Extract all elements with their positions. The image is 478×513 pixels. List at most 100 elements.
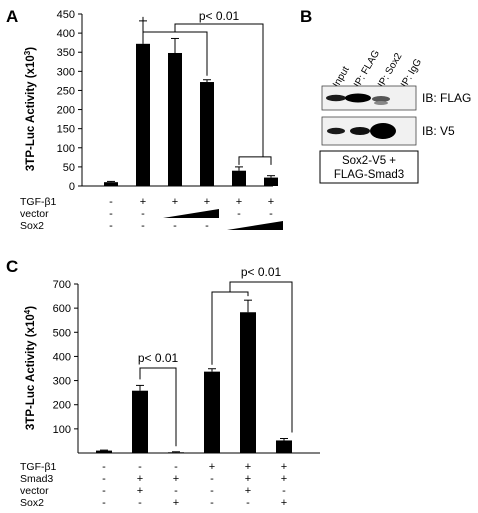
band-flag-ip-flag <box>345 93 371 103</box>
band-v5-input <box>327 127 345 135</box>
chart-c-condition-cell: - <box>282 485 286 497</box>
chart-a-bar-3 <box>168 52 182 187</box>
transfection-line-1: Sox2-V5 + <box>342 155 396 167</box>
chart-c-significance-1-label: p< 0.01 <box>138 351 179 365</box>
chart-c-condition-label: TGF-β1 <box>20 461 57 473</box>
chart-a-ytick-label: 450 <box>57 9 75 21</box>
chart-c-ytick-label: 300 <box>53 376 71 388</box>
chart-a: 3TP-Luc Activity (x103) 0 50 100 150 200 250 3… <box>20 9 283 232</box>
chart-c-ylabel: 3TP-Luc Activity (x104) <box>23 306 37 430</box>
lane-label-ip-igg: IP: IgG <box>399 57 424 90</box>
chart-a-condition-label: TGF-β1 <box>20 196 57 208</box>
chart-a-condition-label: Sox2 <box>20 220 44 232</box>
chart-c-condition-label: vector <box>20 485 49 497</box>
chart-a-bar-5 <box>232 170 246 186</box>
chart-c-bar-3 <box>168 452 184 453</box>
band-flag-ip-sox2 <box>372 96 390 102</box>
chart-a-significance: p< 0.01 <box>142 9 272 165</box>
chart-c-condition-cell: + <box>245 485 251 497</box>
chart-a-bar-1 <box>104 182 118 186</box>
chart-c-condition-cell: - <box>246 497 250 509</box>
chart-a-ylabel: 3TP-Luc Activity (x103) <box>23 47 37 171</box>
band-flag-ip-sox2-lower <box>374 101 388 105</box>
chart-c-condition-cell: - <box>174 485 178 497</box>
chart-c-condition-label: Smad3 <box>20 473 53 485</box>
chart-a-condition-cell: + <box>236 196 242 208</box>
panel-letter-b: B <box>300 7 312 26</box>
panel-letter-a: A <box>6 7 18 26</box>
chart-c-condition-cell: - <box>210 485 214 497</box>
chart-a-ytick-label: 350 <box>57 47 75 59</box>
chart-c-ytick-label: 200 <box>53 400 71 412</box>
chart-c-significance-2: p< 0.01 <box>211 265 293 433</box>
chart-c-condition-cell: - <box>102 485 106 497</box>
chart-a-condition-cell: - <box>237 208 241 220</box>
chart-c-condition-cell: - <box>210 497 214 509</box>
chart-a-condition-cell: - <box>141 220 145 232</box>
chart-c-condition-cell: - <box>174 461 178 473</box>
chart-c-condition-cell: + <box>137 485 143 497</box>
chart-c-condition-cell: + <box>281 461 287 473</box>
chart-c-condition-cell: - <box>210 473 214 485</box>
chart-a-condition-cell: - <box>269 208 273 220</box>
chart-a-ytick-label: 150 <box>57 124 75 136</box>
chart-a-condition-cell: - <box>109 220 113 232</box>
chart-c-condition-cell: - <box>102 473 106 485</box>
chart-c-condition-cell: + <box>281 473 287 485</box>
chart-a-condition-cell: - <box>109 208 113 220</box>
western-blot-panel: Input IP: FLAG IP: Sox2 IP: IgG IB: FLAG… <box>319 48 471 184</box>
blot-flag-label: IB: FLAG <box>422 91 471 105</box>
chart-a-dose-ramp-Sox2 <box>227 221 283 230</box>
chart-a-ytick-label: 100 <box>57 143 75 155</box>
chart-c-significance-1: p< 0.01 <box>138 351 179 447</box>
panel-letter-c: C <box>6 257 18 276</box>
chart-c-condition-cell: + <box>245 461 251 473</box>
chart-c-ytick-label: 700 <box>53 279 71 291</box>
chart-a-bar-2 <box>136 43 150 187</box>
chart-a-condition-cell: - <box>109 196 113 208</box>
chart-c-condition-cell: + <box>173 473 179 485</box>
chart-a-ytick-label: 50 <box>63 162 75 174</box>
chart-c-condition-cell: + <box>209 461 215 473</box>
chart-c-condition-cell: + <box>281 497 287 509</box>
chart-a-ytick-label: 400 <box>57 28 75 40</box>
transfection-box <box>319 150 419 184</box>
chart-c: 3TP-Luc Activity (x104) 100 200 300 400 500 6… <box>20 265 320 509</box>
chart-c-condition-cell: + <box>245 473 251 485</box>
chart-c-condition-cell: - <box>138 461 142 473</box>
chart-c-bar-4 <box>204 371 220 453</box>
chart-a-bar-4 <box>200 82 214 186</box>
chart-c-condition-cell: + <box>173 497 179 509</box>
chart-c-condition-cell: - <box>102 497 106 509</box>
chart-c-ytick-label: 600 <box>53 303 71 315</box>
chart-c-significance-2-label: p< 0.01 <box>241 265 282 279</box>
band-flag-input <box>326 94 346 102</box>
chart-a-dose-ramp-vector <box>163 209 219 218</box>
chart-a-condition-cell: - <box>173 220 177 232</box>
chart-c-bar-1 <box>96 450 112 453</box>
chart-c-ytick-label: 100 <box>53 424 71 436</box>
blot-v5-label: IB: V5 <box>422 124 455 138</box>
chart-a-ytick-label: 300 <box>57 66 75 78</box>
chart-a-condition-cell: - <box>205 220 209 232</box>
chart-c-condition-label: Sox2 <box>20 497 44 509</box>
chart-c-condition-cell: + <box>137 473 143 485</box>
chart-a-bar-6 <box>264 177 278 186</box>
chart-a-ytick-label: 0 <box>69 181 75 193</box>
chart-c-ytick-label: 400 <box>53 351 71 363</box>
chart-a-ytick-label: 200 <box>57 105 75 117</box>
transfection-line-2: FLAG-Smad3 <box>334 169 404 181</box>
chart-c-bar-2 <box>132 390 148 453</box>
band-v5-ip-flag <box>350 127 370 135</box>
chart-a-condition-cell: + <box>172 196 178 208</box>
chart-a-significance-label: p< 0.01 <box>199 9 240 23</box>
chart-c-condition-cell: - <box>138 497 142 509</box>
chart-a-condition-cell: - <box>141 208 145 220</box>
chart-a-condition-cell: + <box>140 196 146 208</box>
chart-c-bar-6 <box>276 440 292 453</box>
chart-a-condition-cell: + <box>204 196 210 208</box>
chart-c-ytick-label: 500 <box>53 327 71 339</box>
chart-a-condition-cell: + <box>268 196 274 208</box>
chart-c-condition-cell: - <box>102 461 106 473</box>
